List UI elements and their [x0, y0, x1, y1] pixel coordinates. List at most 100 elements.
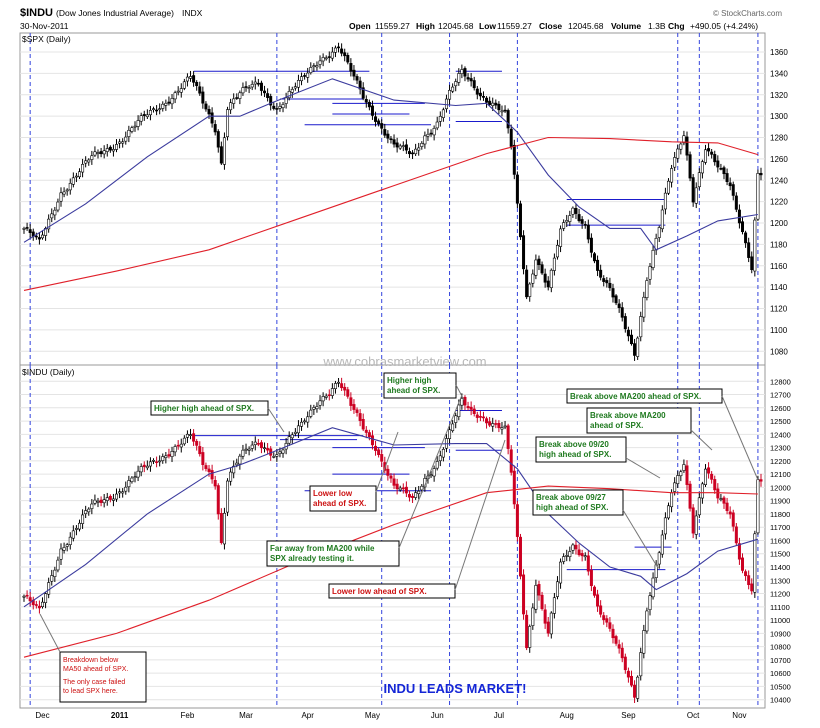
candle-body	[639, 316, 643, 338]
y-tick-label: 11200	[770, 590, 790, 599]
candle-body	[340, 383, 344, 389]
y-tick-label: 1360	[770, 48, 788, 57]
candle-body	[466, 77, 470, 80]
candle-body	[349, 63, 353, 72]
candle-body	[235, 97, 239, 99]
y-tick-label: 12600	[770, 404, 791, 413]
candle-body	[111, 149, 115, 152]
candle-body	[753, 533, 757, 593]
y-tick-label: 10600	[770, 669, 791, 678]
candle-body	[506, 110, 510, 129]
candle-body	[71, 530, 75, 539]
candle-body	[568, 215, 572, 222]
candle-body	[204, 465, 208, 469]
candle-body	[389, 475, 393, 479]
low-label: Low	[479, 21, 496, 31]
candle-body	[518, 203, 522, 238]
candle-body	[559, 228, 563, 247]
candle-body	[303, 420, 307, 423]
volume-label: Volume	[611, 21, 641, 31]
candle-body	[324, 395, 328, 398]
candle-body	[386, 468, 390, 476]
candle-body	[488, 100, 492, 105]
x-tick-label: Oct	[687, 711, 700, 720]
ma50-line	[23, 427, 759, 608]
candle-body	[167, 101, 171, 104]
ohlc-readout: Open 11559.27 High 12045.68 Low 11559.27…	[349, 21, 758, 31]
candle-body	[682, 464, 686, 471]
candle-body	[744, 232, 748, 244]
candle-body	[300, 76, 304, 82]
spx-panel-frame	[19, 32, 766, 366]
candle-body	[728, 511, 732, 515]
candle-body	[636, 337, 640, 357]
candle-body	[734, 526, 738, 544]
candle-body	[608, 622, 612, 629]
candle-body	[121, 141, 125, 144]
candle-body	[25, 227, 29, 229]
candle-body	[290, 89, 294, 93]
candle-body	[380, 123, 384, 129]
candle-body	[383, 462, 387, 471]
candle-body	[290, 434, 294, 439]
annotation-higher-high-2: Higher high ahead of SPX.	[383, 372, 465, 401]
candle-body	[719, 168, 723, 170]
candle-body	[142, 114, 146, 117]
candle-body	[737, 209, 741, 224]
candle-body	[753, 219, 757, 272]
candle-body	[318, 400, 322, 406]
candle-body	[491, 102, 495, 106]
candle-body	[608, 282, 612, 289]
candle-body	[185, 433, 189, 438]
candle-body	[543, 273, 547, 283]
candle-body	[238, 455, 242, 465]
candle-body	[139, 466, 143, 473]
candle-body	[296, 425, 300, 434]
y-tick-label: 11500	[770, 550, 790, 559]
candle-body	[343, 386, 347, 391]
candle-body	[65, 189, 69, 192]
annotation-far-from-ma200: Far away from MA200 while SPX already tes…	[266, 394, 463, 567]
candle-body	[438, 455, 442, 462]
candle-body	[333, 383, 337, 390]
annotation-break-ma200-2: Break above MA200 ahead of SPX.	[586, 407, 713, 451]
chg-label: Chg	[668, 21, 685, 31]
candle-body	[78, 522, 82, 530]
candle-body	[287, 436, 291, 444]
candle-body	[472, 80, 476, 89]
candle-body	[337, 46, 341, 49]
candle-body	[130, 127, 134, 132]
candle-body	[195, 82, 199, 87]
candle-body	[170, 98, 174, 105]
candle-body	[370, 105, 374, 116]
candle-body	[451, 86, 455, 92]
candle-body	[515, 174, 519, 204]
candle-body	[549, 269, 553, 289]
candle-body	[407, 151, 411, 155]
candle-body	[475, 414, 479, 418]
candle-body	[414, 148, 418, 155]
candle-body	[259, 442, 263, 449]
candle-body	[210, 470, 214, 480]
candle-body	[93, 151, 97, 156]
candle-body	[546, 280, 550, 288]
candle-body	[438, 116, 442, 122]
candle-body	[478, 92, 482, 97]
indu-panel-title: $INDU (Daily)	[22, 367, 75, 377]
open-value: 11559.27	[375, 21, 410, 31]
candle-body	[59, 192, 63, 202]
y-tick-label: 1100	[770, 326, 788, 335]
candle-body	[648, 595, 652, 611]
candle-body	[703, 468, 707, 485]
candle-body	[263, 447, 267, 450]
candle-body	[407, 494, 411, 498]
candle-body	[747, 242, 751, 258]
candle-body	[731, 512, 735, 527]
candle-body	[250, 444, 254, 449]
candle-body	[707, 467, 711, 474]
candle-body	[602, 615, 606, 621]
candle-body	[543, 609, 547, 624]
y-tick-labels: 1080 1100 1120 1140 1160 1180 1200 1220 1240 1260…	[770, 48, 791, 705]
candle-body	[747, 575, 751, 586]
